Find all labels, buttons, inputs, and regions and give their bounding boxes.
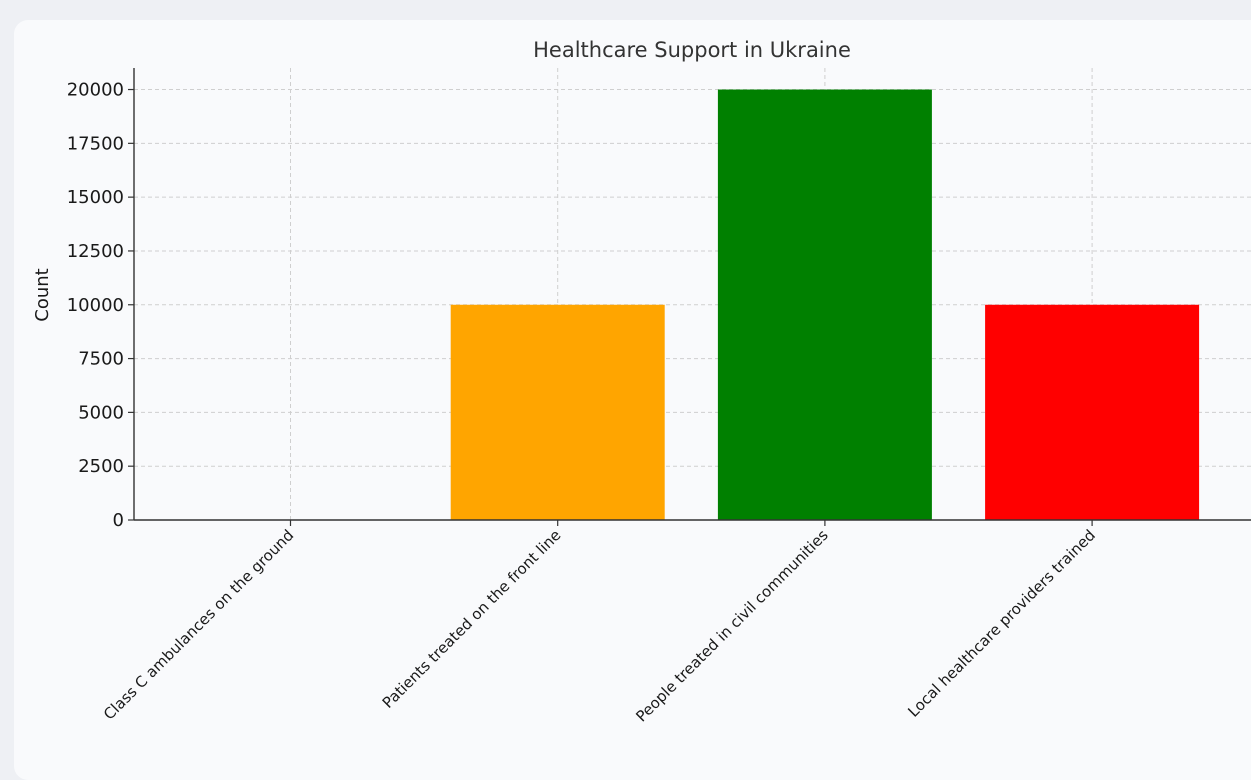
bar [985, 304, 1200, 520]
y-tick-label: 12500 [67, 241, 124, 262]
x-ticks: Class C ambulances on the ground Patients… [100, 520, 1099, 725]
y-tick-label: 2500 [78, 456, 124, 477]
y-axis-label: Count [32, 268, 53, 321]
y-tick-label: 5000 [78, 402, 124, 423]
y-ticks: 0 2500 5000 7500 10000 12500 15000 17500 20000 [67, 80, 134, 531]
bars [450, 89, 1200, 521]
x-tick-label: Local healthcare providers trained [904, 526, 1099, 721]
y-tick-label: 7500 [78, 349, 124, 370]
bar [717, 89, 932, 521]
y-tick-label: 0 [113, 510, 124, 531]
bar [450, 304, 665, 520]
x-tick-label: People treated in civil communities [632, 526, 831, 725]
chart-title: Healthcare Support in Ukraine [533, 38, 851, 62]
bar-chart: 0 2500 5000 7500 10000 12500 15000 17500 20000 C… [32, 38, 1251, 725]
x-tick-label: Patients treated on the front line [379, 526, 565, 712]
y-tick-label: 17500 [67, 133, 124, 154]
y-tick-label: 20000 [67, 80, 124, 101]
y-tick-label: 15000 [67, 187, 124, 208]
y-tick-label: 10000 [67, 295, 124, 316]
x-tick-label: Class C ambulances on the ground [100, 526, 297, 723]
